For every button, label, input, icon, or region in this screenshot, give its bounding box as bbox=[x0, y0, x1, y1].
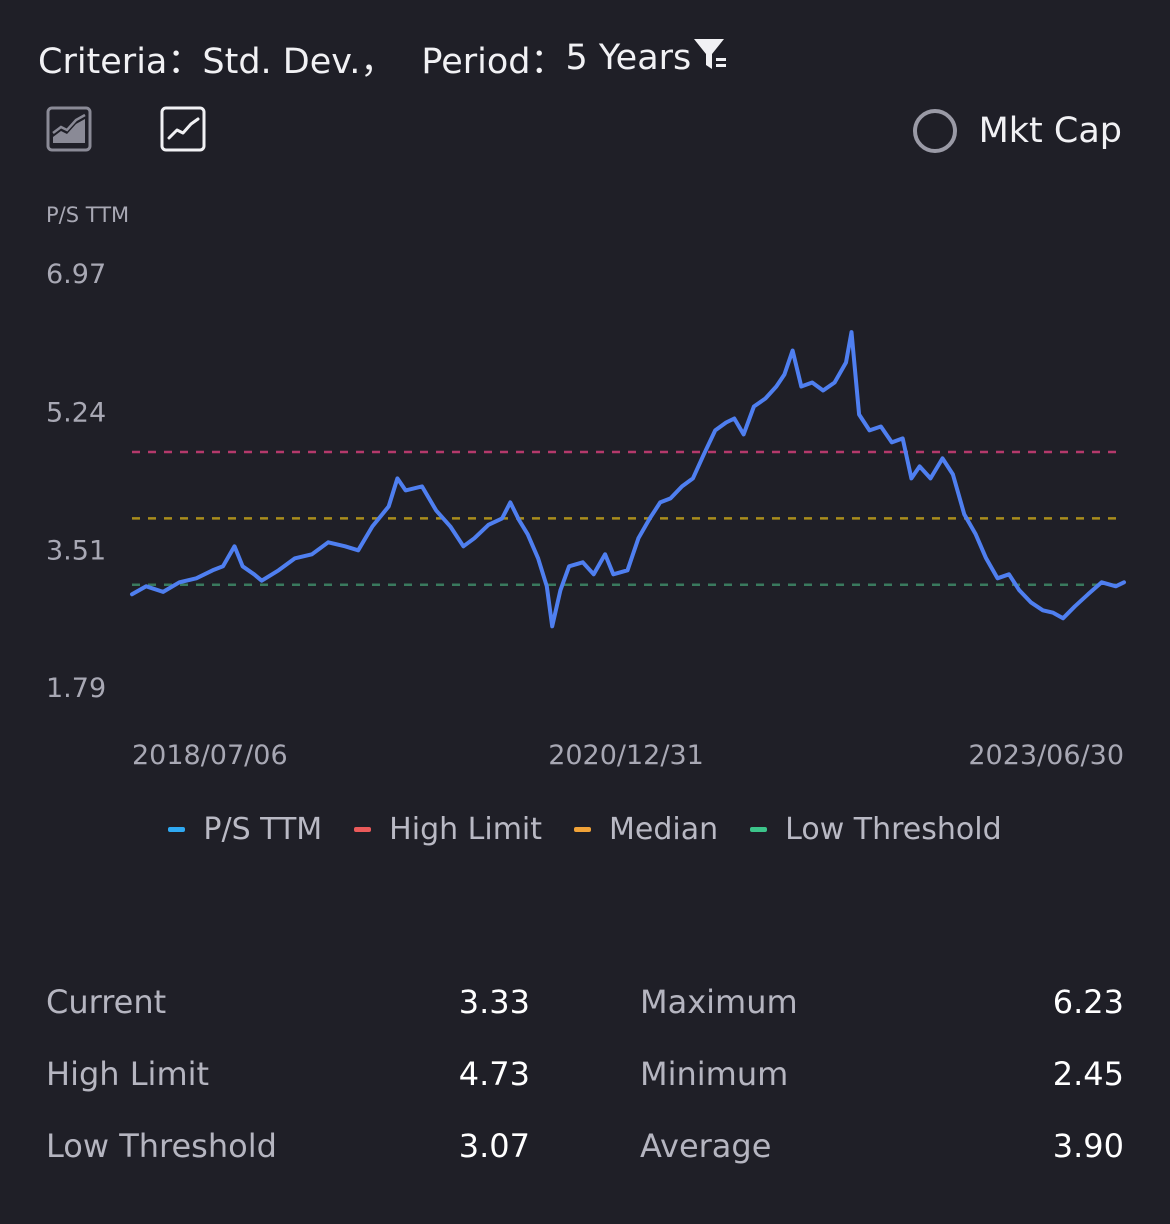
legend-label-high-limit: High Limit bbox=[389, 812, 543, 847]
legend-label-ps-ttm: P/S TTM bbox=[203, 812, 323, 847]
legend-item-low-threshold[interactable]: Low Threshold bbox=[750, 812, 1002, 847]
current-label: Current bbox=[46, 983, 167, 1021]
legend-item-high-limit[interactable]: High Limit bbox=[354, 812, 542, 847]
stats-panel: Current 3.33 Maximum 6.23 High Limit 4.7… bbox=[46, 966, 1124, 1182]
x-axis-ticks: 2018/07/06 2020/12/31 2023/06/30 bbox=[132, 740, 1124, 771]
y-axis-label: P/S TTM bbox=[46, 203, 129, 227]
area-chart-button[interactable] bbox=[46, 106, 92, 152]
y-tick-label: 5.24 bbox=[46, 397, 106, 428]
legend-label-median: Median bbox=[609, 812, 719, 847]
x-tick-label: 2020/12/31 bbox=[548, 740, 704, 771]
low-threshold-value: 3.07 bbox=[458, 1127, 530, 1165]
high-limit-value: 4.73 bbox=[458, 1055, 530, 1093]
legend-swatch-median bbox=[574, 827, 592, 832]
x-tick-label: 2023/06/30 bbox=[968, 740, 1124, 771]
minimum-label: Minimum bbox=[640, 1055, 789, 1093]
period-label: Period： bbox=[421, 41, 566, 82]
x-tick-label: 2018/07/06 bbox=[132, 740, 288, 771]
legend-swatch-ps-ttm bbox=[168, 827, 186, 832]
period-value[interactable]: 5 Years bbox=[565, 38, 692, 78]
stats-row-2: High Limit 4.73 Minimum 2.45 bbox=[46, 1038, 1124, 1110]
current-value: 3.33 bbox=[458, 983, 530, 1021]
criteria-bar[interactable]: Criteria： Std. Dev.， Period： 5 Years bbox=[38, 32, 691, 84]
average-value: 3.90 bbox=[1052, 1127, 1124, 1165]
line-chart-icon bbox=[160, 106, 206, 152]
mkt-cap-label: Mkt Cap bbox=[978, 111, 1122, 151]
series-line-ps-ttm bbox=[130, 330, 1126, 629]
maximum-value: 6.23 bbox=[1052, 983, 1124, 1021]
low-threshold-label: Low Threshold bbox=[46, 1127, 277, 1165]
y-tick-label: 3.51 bbox=[46, 536, 106, 567]
average-label: Average bbox=[640, 1127, 772, 1165]
maximum-label: Maximum bbox=[640, 983, 798, 1021]
reference-lines bbox=[132, 450, 1124, 586]
stats-row-3: Low Threshold 3.07 Average 3.90 bbox=[46, 1110, 1124, 1182]
criteria-value[interactable]: Std. Dev.， bbox=[202, 41, 396, 82]
stats-row-1: Current 3.33 Maximum 6.23 bbox=[46, 966, 1124, 1038]
y-tick-label: 6.97 bbox=[46, 259, 106, 290]
chart-legend: P/S TTM High Limit Median Low Threshold bbox=[0, 812, 1170, 847]
legend-swatch-low-threshold bbox=[750, 827, 768, 832]
criteria-label: Criteria： bbox=[38, 41, 203, 82]
high-limit-label: High Limit bbox=[46, 1055, 210, 1093]
filter-icon bbox=[694, 39, 726, 69]
legend-item-median[interactable]: Median bbox=[574, 812, 718, 847]
area-chart-icon bbox=[46, 106, 92, 152]
y-tick-label: 1.79 bbox=[46, 673, 106, 704]
line-chart-button[interactable] bbox=[160, 106, 206, 152]
filter-button[interactable] bbox=[692, 36, 732, 76]
y-axis-ticks: 6.97 5.24 3.51 1.79 bbox=[46, 259, 106, 704]
mkt-cap-radio[interactable] bbox=[912, 109, 957, 153]
legend-item-ps-ttm[interactable]: P/S TTM bbox=[168, 812, 322, 847]
minimum-value: 2.45 bbox=[1052, 1055, 1124, 1093]
legend-swatch-high-limit bbox=[354, 827, 372, 832]
legend-label-low-threshold: Low Threshold bbox=[785, 812, 1002, 847]
mkt-cap-toggle[interactable]: Mkt Cap bbox=[912, 104, 1122, 158]
ps-ttm-chart: P/S TTM 6.97 5.24 3.51 1.79 2018/07/06 2020/… bbox=[46, 203, 1126, 771]
